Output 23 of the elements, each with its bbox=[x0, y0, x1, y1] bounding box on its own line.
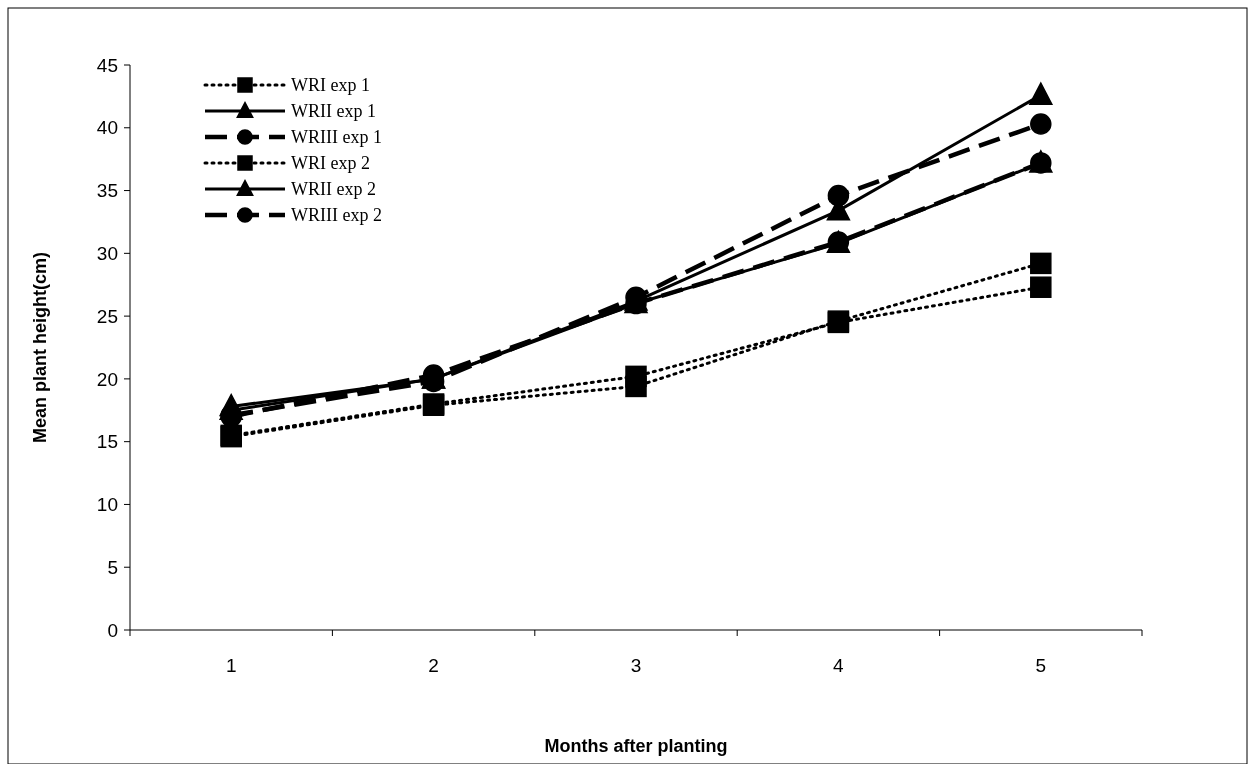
y-axis-title: Mean plant height(cm) bbox=[30, 251, 50, 444]
x-tick-label: 4 bbox=[833, 655, 845, 676]
x-tick-label: 3 bbox=[630, 655, 642, 676]
y-tick-label: 15 bbox=[96, 431, 118, 453]
y-tick-label: 25 bbox=[96, 305, 118, 327]
legend-label: WRI exp 2 bbox=[291, 153, 370, 174]
y-tick-label: 40 bbox=[96, 117, 118, 139]
legend-label: WRII exp 2 bbox=[291, 179, 376, 200]
x-axis-title: Months after planting bbox=[544, 736, 728, 756]
x-tick-label: 2 bbox=[428, 655, 439, 676]
y-tick-label: 5 bbox=[107, 556, 118, 578]
x-tick-label: 1 bbox=[225, 655, 237, 676]
y-tick-label: 30 bbox=[96, 242, 118, 264]
y-tick-label: 10 bbox=[96, 494, 118, 516]
y-tick-label: 45 bbox=[96, 54, 118, 76]
x-tick-label: 5 bbox=[1035, 655, 1047, 676]
legend-label: WRII exp 1 bbox=[291, 101, 376, 122]
legend-label: WRIII exp 2 bbox=[291, 205, 382, 226]
legend-label: WRIII exp 1 bbox=[291, 127, 382, 148]
y-tick-label: 35 bbox=[96, 180, 118, 202]
y-tick-label: 20 bbox=[96, 368, 118, 390]
legend-label: WRI exp 1 bbox=[291, 75, 370, 96]
y-tick-label: 0 bbox=[107, 619, 118, 641]
